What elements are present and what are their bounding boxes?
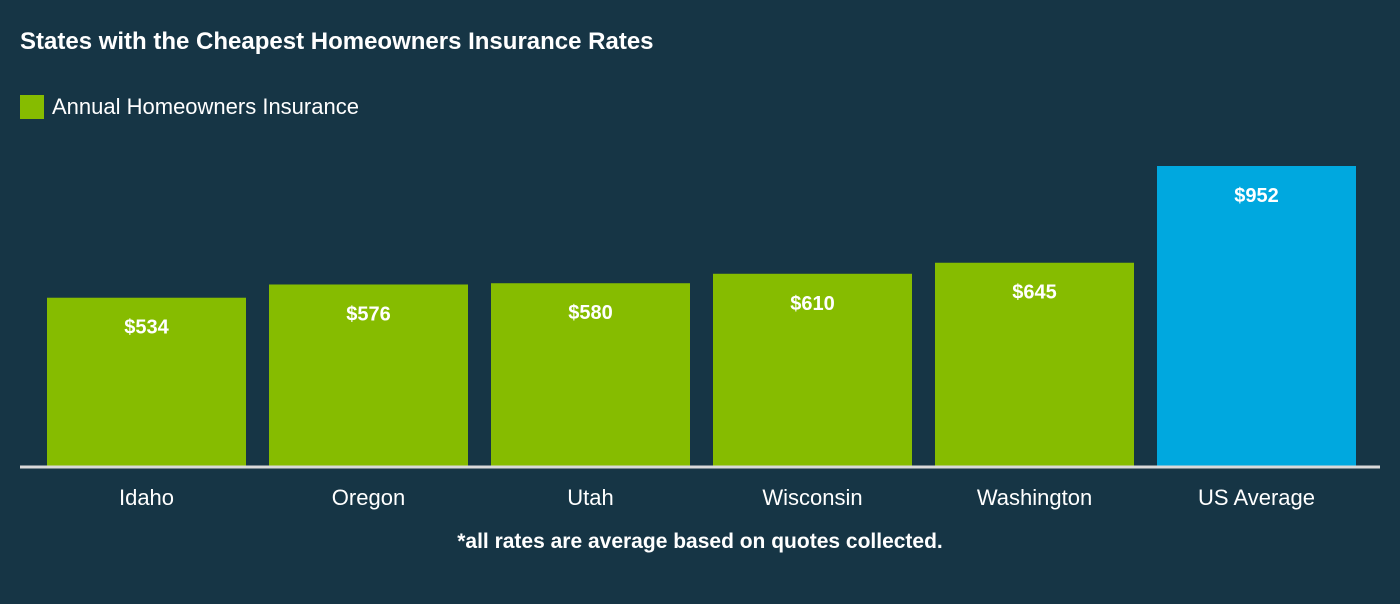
x-tick-label: Washington	[977, 485, 1092, 510]
data-label: $534	[124, 317, 169, 339]
chart-title: States with the Cheapest Homeowners Insu…	[20, 28, 654, 55]
bar-utah	[491, 283, 690, 466]
data-label: $580	[568, 302, 613, 324]
bar-washington	[935, 262, 1134, 466]
bar-oregon	[269, 284, 468, 466]
x-tick-label: Wisconsin	[762, 485, 862, 510]
data-label: $952	[1234, 185, 1279, 207]
bar-us-average	[1157, 166, 1356, 466]
data-label: $576	[346, 303, 391, 325]
bar-wisconsin	[713, 273, 912, 466]
data-label: $645	[1012, 282, 1057, 304]
data-label: $610	[790, 293, 835, 315]
legend-swatch	[20, 95, 44, 119]
bar-idaho	[47, 297, 246, 466]
x-tick-label: Idaho	[119, 485, 174, 510]
legend-label: Annual Homeowners Insurance	[52, 94, 359, 119]
footnote: *all rates are average based on quotes c…	[457, 530, 943, 553]
x-tick-label: US Average	[1198, 485, 1315, 510]
x-tick-label: Oregon	[332, 485, 405, 510]
legend: Annual Homeowners Insurance	[20, 94, 359, 120]
x-tick-label: Utah	[567, 485, 613, 510]
